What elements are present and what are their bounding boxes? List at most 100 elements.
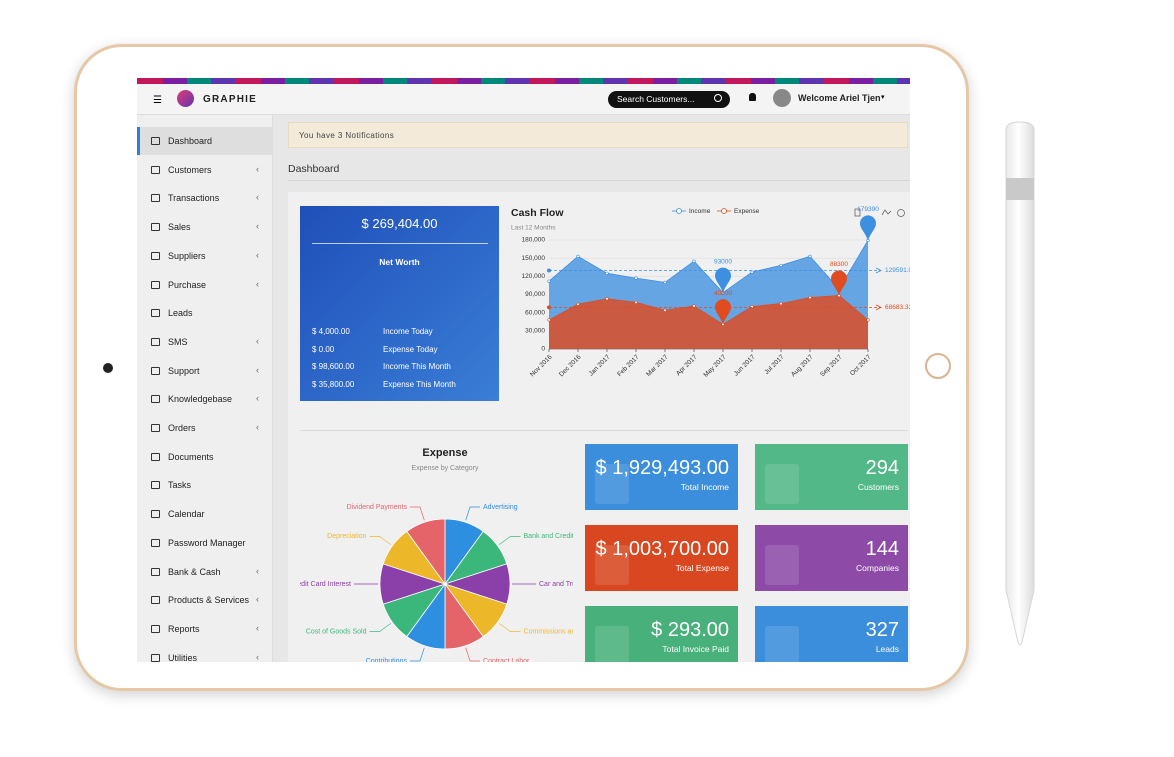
x-tick-label: Jul 2017: [763, 353, 786, 376]
sidebar-label: Transactions: [168, 193, 220, 204]
sidebar-icon: [151, 596, 160, 605]
leader-line: [409, 647, 425, 662]
legend-label: Expense: [734, 208, 760, 215]
x-tick-label: Apr 2017: [675, 353, 699, 377]
leader-line: [465, 506, 481, 521]
sidebar-item[interactable]: Products & Services ‹: [137, 586, 272, 614]
sidebar-item[interactable]: Transactions ‹: [137, 184, 272, 212]
stat-label: Companies: [856, 563, 899, 573]
sidebar-icon: [151, 452, 160, 461]
sidebar-item[interactable]: Leads: [137, 299, 272, 327]
x-tick-label: Nov 2016: [529, 353, 554, 378]
sidebar-icon: [151, 194, 160, 203]
sidebar-item[interactable]: Orders ‹: [137, 414, 272, 442]
amount: $ 0.00: [312, 344, 335, 354]
x-tick-label: Feb 2017: [616, 353, 641, 378]
chart-title: Expense: [422, 447, 467, 459]
top-stripe: [137, 78, 910, 84]
point: [692, 259, 696, 263]
chevron: ‹: [256, 651, 259, 662]
sidebar-icon: [151, 251, 160, 260]
average-start: [547, 268, 551, 273]
sidebar-item[interactable]: Customers ‹: [137, 156, 272, 184]
toolbox[interactable]: [854, 208, 905, 217]
stat-card[interactable]: 144 Companies: [755, 525, 908, 591]
point: [576, 254, 580, 258]
chevron: ‹: [256, 221, 259, 232]
pin-marker: [715, 299, 731, 325]
sidebar-item[interactable]: SMS ‹: [137, 328, 272, 356]
search-icon[interactable]: [714, 94, 722, 102]
sidebar-item[interactable]: Reports ‹: [137, 615, 272, 643]
search-box[interactable]: Search Customers...: [608, 91, 730, 108]
welcome[interactable]: Welcome Ariel Tjen: [798, 93, 881, 103]
chevron: ‹: [256, 422, 259, 432]
chevron: ‹: [256, 565, 259, 576]
pin-marker: [715, 267, 731, 293]
sidebar-item[interactable]: Support ‹: [137, 357, 272, 385]
point: [808, 254, 812, 258]
chart-title: Cash Flow: [511, 207, 564, 219]
pie-label: Contributions: [366, 658, 408, 665]
sidebar-icon: [151, 395, 160, 404]
amount: $ 98,600.00: [312, 362, 355, 371]
bell-icon[interactable]: [749, 93, 756, 101]
x-tick-label: Oct 2017: [849, 353, 873, 377]
pie-label: Bank and Credit Card: [524, 533, 591, 540]
sidebar-label: Knowledgebase: [168, 394, 233, 405]
point: [547, 318, 551, 322]
leader-line: [465, 647, 481, 662]
stat-value: $ 1,929,493.00: [595, 457, 729, 479]
notification-text: You have 3 Notifications: [299, 131, 395, 140]
sidebar-item[interactable]: Password Manager: [137, 529, 272, 557]
home-button[interactable]: [925, 353, 951, 379]
sidebar-item[interactable]: Sales ‹: [137, 213, 272, 241]
chevron: ‹: [256, 278, 259, 289]
legend-symbol: [676, 208, 682, 214]
y-tick-label: 150,000: [522, 255, 546, 262]
avatar[interactable]: [773, 89, 791, 107]
stat-card[interactable]: $ 1,003,700.00 Total Expense: [585, 525, 738, 591]
stat-icon: [595, 545, 629, 585]
line: [548, 295, 869, 325]
sidebar-item[interactable]: Documents: [137, 443, 272, 471]
sidebar-icon: [151, 510, 160, 519]
stat-card[interactable]: $ 1,929,493.00 Total Income: [585, 444, 738, 510]
sidebar-icon: [151, 309, 160, 318]
average-start: [547, 305, 551, 310]
sidebar-label: Tasks: [168, 480, 192, 491]
caret[interactable]: ▾: [881, 94, 885, 101]
sidebar-item[interactable]: Tasks: [137, 471, 272, 499]
sidebar-label: Password Manager: [168, 537, 246, 548]
sidebar-item[interactable]: Bank & Cash ‹: [137, 558, 272, 586]
stat-card[interactable]: 327 Leads: [755, 606, 908, 662]
stat-card[interactable]: $ 293.00 Total Invoice Paid: [585, 606, 738, 662]
point: [779, 263, 783, 268]
sidebar-item[interactable]: Suppliers ‹: [137, 242, 272, 270]
row-label: Expense Today: [383, 344, 438, 354]
leader-line: [369, 536, 392, 545]
search-placeholder: Search Customers...: [617, 94, 695, 104]
sidebar-item[interactable]: Calendar: [137, 500, 272, 528]
sidebar-item[interactable]: Knowledgebase ‹: [137, 385, 272, 413]
sidebar-item[interactable]: Utilities ‹: [137, 644, 272, 662]
sidebar-label: Calendar: [168, 509, 205, 520]
sidebar-label: Reports: [168, 623, 200, 634]
sidebar-icon: [151, 137, 160, 145]
y-tick-label: 0: [541, 346, 545, 353]
sidebar-item[interactable]: Purchase ‹: [137, 271, 272, 299]
sidebar-label: SMS: [168, 336, 188, 347]
sidebar-label: Support: [168, 365, 200, 376]
sidebar-item[interactable]: Dashboard: [137, 127, 272, 155]
stat-card[interactable]: 294 Customers: [755, 444, 908, 510]
logo[interactable]: [177, 90, 194, 107]
menu-toggle[interactable]: ☰: [153, 95, 162, 106]
sidebar-label: Products & Services: [168, 595, 250, 606]
point: [634, 276, 638, 280]
leader-line: [369, 623, 392, 632]
sidebar-label: Purchase: [168, 279, 207, 290]
sidebar-icon: [151, 567, 160, 576]
